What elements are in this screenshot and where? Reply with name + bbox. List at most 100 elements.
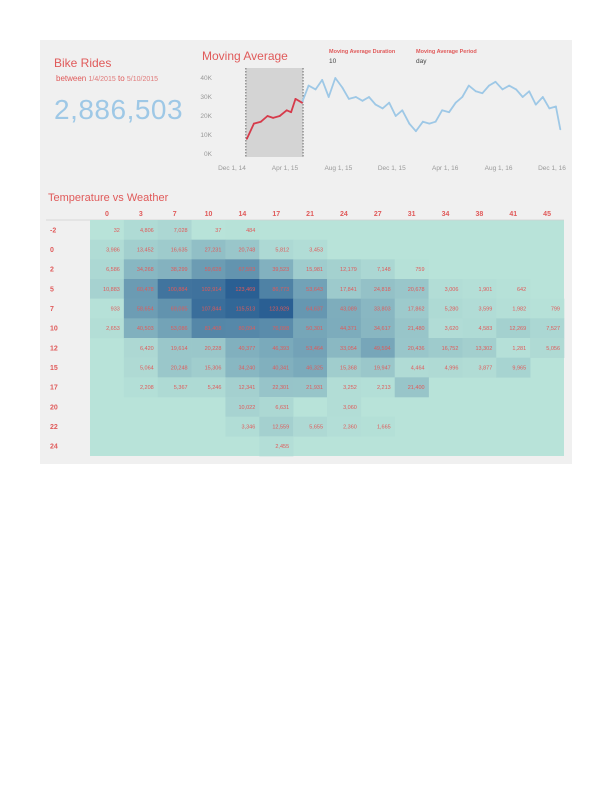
cell-label: 12,269 — [509, 326, 526, 332]
cell-label: 3,060 — [343, 405, 357, 411]
cell-label: 53,086 — [171, 326, 188, 332]
heatmap-cell — [293, 318, 328, 339]
data-point — [259, 120, 262, 123]
cell-label: 3,877 — [479, 366, 493, 372]
heatmap-cell — [90, 259, 125, 280]
heatmap-cell — [360, 279, 396, 299]
heatmap-cell — [225, 259, 260, 280]
heatmap-cell — [259, 397, 294, 417]
cell-label: 759 — [415, 267, 424, 273]
cell-label: 19,614 — [171, 346, 188, 352]
data-point — [354, 96, 357, 98]
y-tick-label: 0K — [204, 151, 213, 158]
to-label: to — [117, 74, 125, 83]
cell-label: 4,583 — [479, 326, 493, 332]
temperature-heatmap[interactable]: 0 3 7 10 14 17 21 24 27 31 34 38 41 45-2 32 4,806 7,028 3… — [0, 0, 612, 470]
cell-label: 3,006 — [445, 287, 459, 293]
heatmap-cell — [360, 259, 396, 280]
heatmap-cell — [259, 279, 294, 299]
heatmap-cell — [530, 298, 565, 319]
heatmap-cell — [327, 338, 362, 358]
cell-label: 2,213 — [377, 385, 391, 391]
heatmap-cell — [191, 357, 226, 378]
heatmap-title: Temperature vs Weather — [48, 192, 169, 204]
heatmap-cell — [259, 318, 294, 339]
heatmap-cell — [157, 259, 192, 280]
cell-label: 2,653 — [106, 326, 120, 332]
heatmap-cell — [394, 357, 429, 378]
cell-label: 12,559 — [272, 425, 289, 431]
heatmap-cell — [327, 416, 362, 437]
heatmap-cell — [90, 318, 125, 339]
cell-label: 3,453 — [309, 248, 323, 254]
cell-label: 4,806 — [140, 228, 154, 234]
cell-label: 15,981 — [306, 267, 323, 273]
heatmap-cell — [496, 318, 531, 339]
cell-label: 20,228 — [205, 346, 222, 352]
cell-label: 484 — [246, 228, 255, 234]
x-tick-label: Aug 1, 16 — [485, 165, 513, 172]
cell-label: 27,231 — [205, 248, 222, 254]
cell-label: 15,306 — [205, 366, 222, 372]
cell-label: 53,643 — [306, 287, 323, 293]
column-header: 41 — [509, 211, 517, 218]
cell-label: 1,281 — [512, 346, 526, 352]
cell-label: 13,302 — [475, 346, 492, 352]
heatmap-cell — [428, 357, 463, 378]
heatmap-cell — [123, 338, 159, 358]
cell-label: 32 — [114, 228, 120, 234]
heatmap-cell — [123, 259, 159, 280]
cell-label: 17,841 — [340, 287, 357, 293]
row-header: 7 — [50, 306, 54, 313]
data-point — [314, 88, 317, 91]
start-date-filter[interactable]: 1/4/2015 — [88, 76, 116, 83]
data-point — [361, 99, 364, 102]
heatmap-cell — [496, 298, 531, 319]
cell-label: 13,452 — [137, 248, 154, 254]
ma-duration-parameter[interactable]: 10 — [329, 58, 337, 65]
cell-label: 642 — [517, 287, 526, 293]
heatmap-cell — [191, 298, 226, 319]
heatmap-cell — [428, 338, 463, 358]
data-point — [341, 86, 344, 89]
data-point — [501, 88, 504, 91]
data-point — [290, 111, 292, 114]
data-point — [388, 101, 391, 104]
cell-label: 16,752 — [442, 346, 459, 352]
end-date-filter[interactable]: 5/10/2015 — [126, 76, 159, 83]
ma-period-label: Moving Average Period — [416, 49, 477, 55]
cell-label: 40,503 — [137, 326, 154, 332]
moving-average-chart[interactable]: 0K 10K 20K 30K 40K Dec 1, 14 Apr 1, 15 Aug 1, 1… — [0, 0, 612, 200]
cell-label: 43,089 — [340, 307, 357, 313]
heatmap-cell — [394, 318, 429, 339]
heatmap-cell — [225, 318, 260, 339]
heatmap-cell — [157, 298, 192, 319]
heatmap-cell — [225, 298, 260, 319]
between-label: between — [56, 74, 87, 83]
heatmap-cell — [225, 397, 260, 417]
data-point — [347, 98, 350, 100]
x-tick-label: Apr 1, 15 — [272, 165, 299, 172]
cell-label: 799 — [551, 307, 560, 313]
ma-period-parameter[interactable]: day — [416, 58, 427, 65]
data-point — [408, 122, 411, 125]
cell-label: 50,301 — [306, 326, 323, 332]
data-point — [434, 120, 437, 123]
cell-label: 7,148 — [377, 267, 391, 273]
heatmap-cell — [90, 298, 125, 319]
cell-label: 19,947 — [374, 366, 391, 372]
heatmap-cell — [157, 239, 192, 260]
heatmap-cell — [496, 338, 531, 358]
heatmap-cell — [191, 279, 226, 299]
ma-duration-label: Moving Average Duration — [329, 49, 396, 55]
cell-label: 12,179 — [340, 267, 357, 273]
data-point — [266, 115, 269, 117]
heatmap-cell — [293, 279, 328, 299]
heatmap-cell — [157, 357, 192, 378]
cell-label: 59,628 — [205, 267, 222, 273]
heatmap-cell — [225, 279, 260, 299]
moving-average-line-selected — [246, 98, 303, 140]
row-header: -2 — [50, 227, 56, 234]
cell-label: 5,655 — [309, 425, 323, 431]
heatmap-cell — [360, 338, 396, 358]
